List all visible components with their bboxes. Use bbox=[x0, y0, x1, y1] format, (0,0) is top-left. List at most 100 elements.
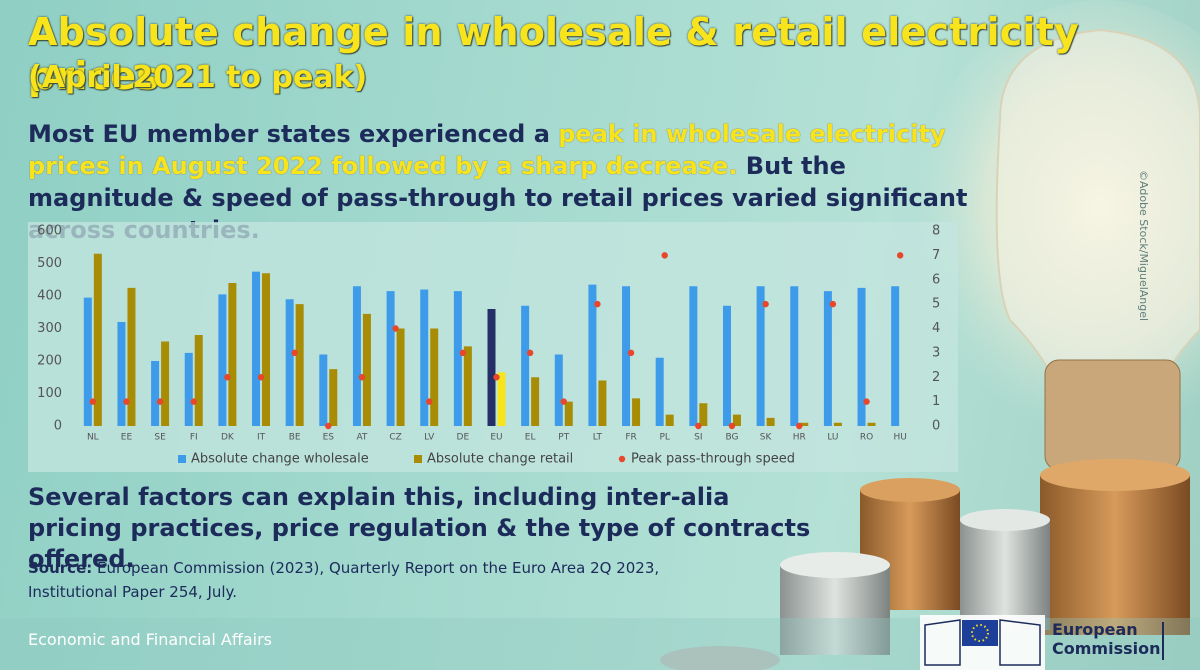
point bbox=[123, 398, 130, 405]
source: Source: European Commission (2023), Quar… bbox=[28, 556, 668, 604]
y-tick-label: 100 bbox=[37, 386, 62, 401]
point bbox=[459, 349, 467, 357]
point bbox=[291, 349, 298, 357]
y2-tick-label: 7 bbox=[932, 248, 940, 263]
title: Absolute change in wholesale & retail el… bbox=[28, 10, 1079, 98]
x-tick-label: EE bbox=[121, 433, 133, 443]
bar bbox=[588, 284, 597, 426]
point bbox=[560, 398, 567, 405]
x-tick-label: EU bbox=[490, 433, 502, 443]
x-tick-label: NL bbox=[87, 433, 99, 443]
bar bbox=[194, 335, 203, 426]
legend-label: Peak pass-through speed bbox=[631, 452, 795, 467]
bar bbox=[699, 403, 708, 426]
bar bbox=[722, 305, 731, 426]
bar bbox=[83, 297, 92, 426]
photo-credit: ©Adobe Stock/MiguelAngel bbox=[1137, 170, 1150, 322]
point bbox=[426, 398, 433, 405]
x-tick-label: SE bbox=[154, 433, 166, 443]
bar bbox=[487, 309, 496, 426]
point bbox=[493, 374, 500, 381]
bar bbox=[161, 341, 170, 426]
point bbox=[156, 398, 164, 405]
legend-label: Absolute change wholesale bbox=[191, 452, 369, 467]
x-tick-label: HU bbox=[894, 433, 907, 443]
point bbox=[325, 422, 332, 430]
y2-tick-label: 4 bbox=[932, 321, 940, 336]
bar bbox=[117, 322, 126, 426]
bar bbox=[800, 422, 809, 426]
point bbox=[526, 349, 534, 357]
bar bbox=[689, 286, 698, 426]
point bbox=[190, 398, 197, 405]
point bbox=[594, 300, 601, 308]
bar bbox=[352, 286, 361, 426]
coins bbox=[660, 459, 1190, 670]
point bbox=[257, 374, 265, 381]
y-tick-label: 400 bbox=[37, 289, 62, 304]
bar bbox=[497, 372, 506, 426]
bar bbox=[632, 398, 641, 426]
lead-highlight: peak in wholesale electricity prices in … bbox=[28, 120, 946, 180]
bar bbox=[151, 361, 160, 426]
bar bbox=[665, 414, 674, 426]
point bbox=[627, 349, 635, 357]
bar bbox=[823, 291, 832, 426]
bar bbox=[319, 354, 328, 426]
bar bbox=[285, 299, 294, 426]
source-label: Source: bbox=[28, 559, 93, 577]
source-text: European Commission (2023), Quarterly Re… bbox=[28, 559, 660, 601]
point bbox=[358, 374, 366, 381]
x-tick-label: PL bbox=[659, 433, 669, 443]
x-tick-label: ES bbox=[323, 433, 335, 443]
point bbox=[829, 300, 837, 308]
point bbox=[392, 325, 399, 332]
x-tick-label: AT bbox=[356, 433, 367, 443]
x-tick-label: FI bbox=[190, 433, 198, 443]
y2-tick-label: 6 bbox=[932, 272, 940, 287]
subtitle: (April 2021 to peak) bbox=[28, 60, 368, 95]
x-tick-label: SI bbox=[694, 433, 702, 443]
point bbox=[224, 374, 231, 381]
bar bbox=[598, 380, 607, 426]
x-tick-label: PT bbox=[558, 433, 569, 443]
point bbox=[728, 422, 736, 430]
legend-label: Absolute change retail bbox=[427, 452, 573, 467]
bar bbox=[93, 253, 102, 426]
bar bbox=[329, 369, 338, 426]
x-tick-label: FR bbox=[625, 433, 636, 443]
bar bbox=[396, 328, 405, 426]
bar bbox=[891, 286, 900, 426]
y-tick-label: 0 bbox=[54, 419, 62, 434]
bar bbox=[420, 289, 429, 426]
x-tick-label: LU bbox=[827, 433, 838, 443]
bulb bbox=[995, 28, 1200, 391]
y2-tick-label: 3 bbox=[932, 345, 940, 360]
bar bbox=[531, 377, 540, 426]
bar bbox=[184, 352, 193, 426]
x-tick-label: EL bbox=[525, 433, 536, 443]
department: Economic and Financial Affairs bbox=[28, 630, 273, 649]
point bbox=[796, 422, 803, 430]
bar bbox=[756, 286, 765, 426]
x-tick-label: IT bbox=[257, 433, 266, 443]
bar bbox=[430, 328, 439, 426]
lead-part: Most EU member states experienced a bbox=[28, 120, 559, 148]
bar bbox=[521, 305, 530, 426]
bar bbox=[386, 291, 395, 426]
bar bbox=[463, 346, 472, 426]
point bbox=[896, 252, 904, 259]
x-tick-label: BG bbox=[725, 433, 738, 443]
note: Several factors can explain this, includ… bbox=[28, 483, 811, 573]
legend-swatch bbox=[178, 455, 186, 463]
y-tick-label: 300 bbox=[37, 321, 62, 336]
bar bbox=[453, 291, 462, 426]
y2-tick-label: 1 bbox=[932, 394, 940, 409]
x-tick-label: HR bbox=[793, 433, 806, 443]
bar bbox=[295, 304, 304, 426]
bar bbox=[564, 401, 573, 426]
x-tick-label: DK bbox=[221, 433, 235, 443]
